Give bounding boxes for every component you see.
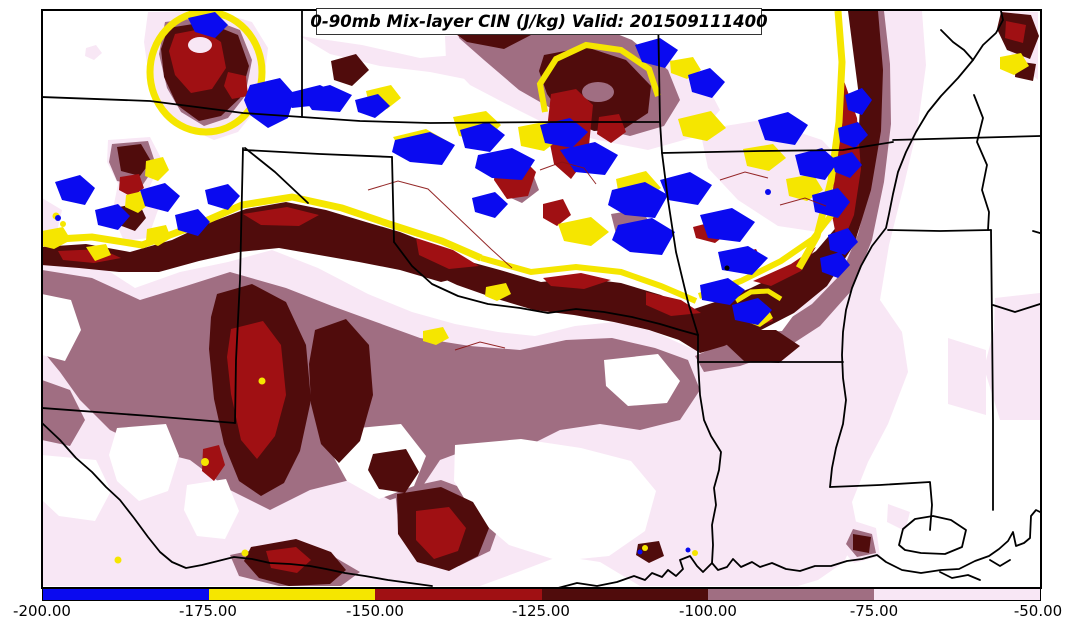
yellow-fringe-northeast-arm: [795, 11, 846, 270]
yellow-arc-white-hole: [734, 288, 783, 304]
lake-pontchartrain: [898, 515, 967, 555]
contour-fill-field: [43, 11, 1040, 587]
colorbar-segment: [209, 589, 376, 600]
mauve-hole-topcenter-cell: [582, 82, 614, 102]
rio-grande-river: [43, 422, 433, 587]
yellow-ring-topcenter-cell: [536, 41, 661, 113]
station-marker-dot: [724, 265, 730, 271]
map-title-box: 0-90mb Mix-layer CIN (J/kg) Valid: 20150…: [310, 8, 768, 35]
colorbar-tick: -50.00: [1013, 602, 1063, 620]
state-borders-and-rivers: [43, 11, 1040, 587]
blue-specks: [55, 189, 771, 555]
yellow-fringe-west-band: [43, 193, 483, 262]
map-title-text: 0-90mb Mix-layer CIN (J/kg) Valid: 20150…: [310, 12, 768, 31]
colorbar-tick: -200.00: [13, 602, 71, 620]
pink-hole-in-northwest-cell: [188, 37, 212, 53]
colorbar-tick-labels: -200.00 -175.00 -150.00 -125.00 -100.00 …: [0, 602, 1076, 626]
colorbar-segment: [707, 589, 874, 600]
colorbar-tick: -100.00: [679, 602, 737, 620]
colorbar-segment: [375, 589, 542, 600]
mississippi-river: [829, 59, 974, 488]
missouri-river: [940, 11, 1004, 61]
fill-white-cin-free-holes: [43, 291, 796, 561]
thin-contour-outlines: [367, 161, 827, 351]
yellow-fringe-central-band: [480, 255, 698, 304]
yellow-ring-northwest-cell: [146, 11, 266, 136]
colorbar-tick: -150.00: [346, 602, 404, 620]
yellow-specks: [52, 212, 698, 564]
cin-colorbar: [42, 588, 1041, 601]
fill-maroon-strong-cin: [43, 11, 1039, 586]
colorbar-tick: -175.00: [179, 602, 237, 620]
colorbar-segment: [873, 589, 1041, 600]
fill-blue-extreme-cin-pockets: [55, 12, 872, 325]
colorbar-tick: -125.00: [512, 602, 570, 620]
colorbar-tick: -75.00: [849, 602, 899, 620]
colorbar-segment: [43, 589, 210, 600]
gulf-coastline: [558, 509, 1040, 587]
colorbar-segment: [541, 589, 708, 600]
tennessee-river: [973, 94, 1040, 234]
